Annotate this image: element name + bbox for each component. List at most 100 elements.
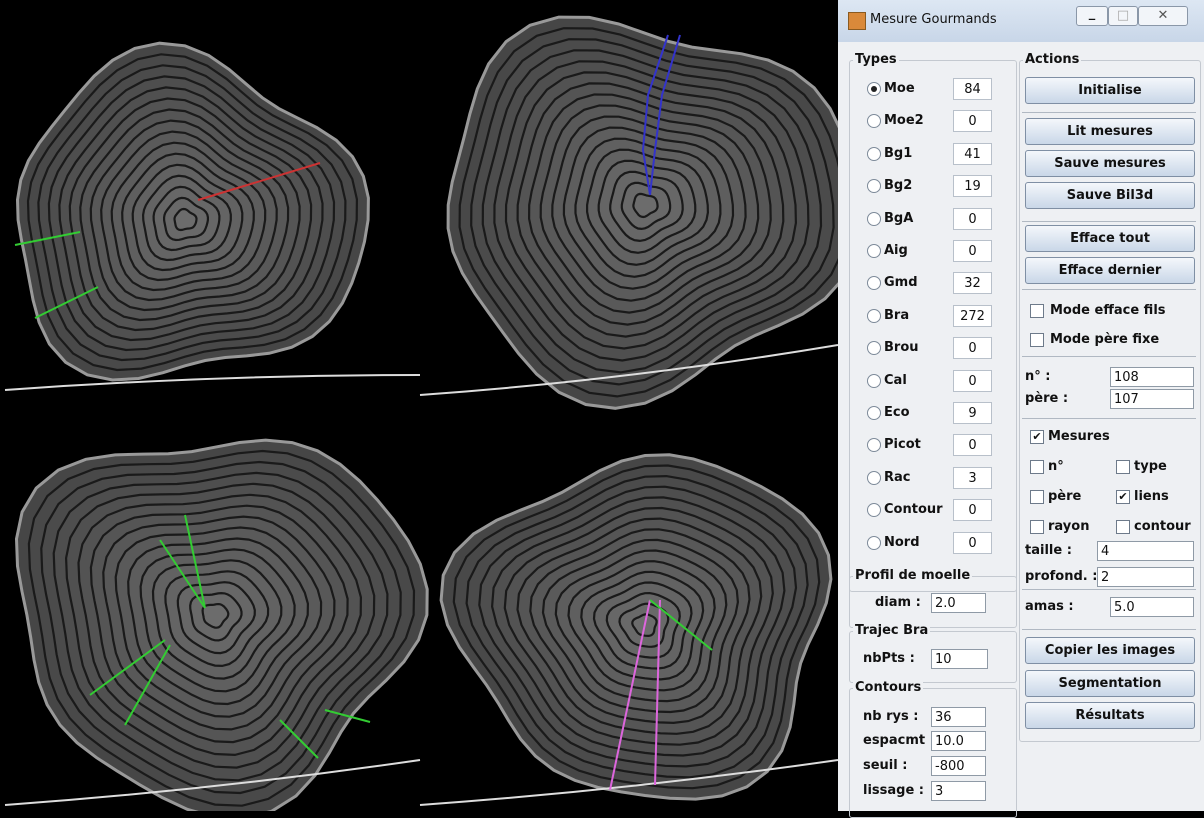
radio[interactable] xyxy=(867,82,881,96)
radio[interactable] xyxy=(867,146,881,161)
button[interactable]: Copier les images xyxy=(1025,637,1195,664)
measure-line xyxy=(159,539,206,609)
field-input[interactable]: 2.0 xyxy=(931,593,986,613)
type-count: 0 xyxy=(953,207,992,230)
type-name: Bg1 xyxy=(884,145,913,161)
field-label: profond. : xyxy=(1025,569,1098,584)
field-label: taille : xyxy=(1025,543,1072,558)
button[interactable]: Initialise xyxy=(1025,77,1195,104)
type-count: 32 xyxy=(953,272,992,295)
radio[interactable] xyxy=(867,179,881,194)
check-label: Mesures xyxy=(1048,429,1110,444)
field-input[interactable]: 2 xyxy=(1097,567,1194,587)
measure-line xyxy=(197,162,321,201)
checkbox[interactable]: ✔ xyxy=(1030,430,1044,444)
checkbox[interactable] xyxy=(1030,460,1044,474)
measure-line xyxy=(649,599,713,651)
app-icon xyxy=(848,12,866,30)
maximize[interactable]: □ xyxy=(1108,6,1138,26)
check-label: rayon xyxy=(1048,519,1090,534)
field-input[interactable]: 10 xyxy=(931,649,988,669)
radio[interactable] xyxy=(867,470,881,485)
radio[interactable] xyxy=(867,503,881,518)
radio[interactable] xyxy=(867,406,881,420)
radio[interactable] xyxy=(867,211,881,226)
radio[interactable] xyxy=(867,308,881,323)
field-input[interactable]: 3 xyxy=(931,781,986,801)
field-label: n° : xyxy=(1025,369,1051,384)
measure-line xyxy=(324,709,371,723)
type-name: Moe xyxy=(884,81,915,96)
button[interactable]: Segmentation xyxy=(1025,670,1195,697)
measure-line xyxy=(609,599,651,791)
close[interactable]: ✕ xyxy=(1138,6,1188,26)
type-name: Contour xyxy=(884,502,943,518)
check-label: n° xyxy=(1048,459,1064,474)
actions-box xyxy=(1019,60,1201,742)
check-label: Mode père fixe xyxy=(1050,332,1160,347)
checkbox[interactable] xyxy=(1030,304,1044,318)
growth-ring xyxy=(173,207,198,232)
types-box xyxy=(849,60,1017,592)
radio[interactable] xyxy=(867,438,881,453)
type-count: 41 xyxy=(953,142,992,165)
measure-line xyxy=(649,34,681,196)
field-label: espacmt : xyxy=(863,733,935,748)
check-label: contour xyxy=(1134,519,1191,534)
radio[interactable] xyxy=(867,244,881,258)
radio[interactable] xyxy=(867,535,881,550)
contours-title: Contours xyxy=(853,680,924,695)
growth-ring xyxy=(201,602,230,629)
support-arc xyxy=(4,759,421,806)
radio[interactable] xyxy=(867,373,881,388)
type-count: 3 xyxy=(953,466,992,489)
field-input[interactable]: -800 xyxy=(931,756,986,776)
separator xyxy=(1022,589,1196,590)
actions-title: Actions xyxy=(1023,52,1082,67)
checkbox[interactable] xyxy=(1116,460,1130,474)
type-count: 0 xyxy=(953,240,992,262)
measure-line xyxy=(641,34,669,196)
measure-line xyxy=(34,286,99,319)
radio[interactable] xyxy=(867,341,881,356)
type-name: Rac xyxy=(884,469,911,485)
type-count: 9 xyxy=(953,402,992,424)
type-count: 0 xyxy=(953,369,992,392)
button[interactable]: Résultats xyxy=(1025,702,1195,729)
type-name: Bra xyxy=(884,307,910,323)
support-arc xyxy=(419,344,838,396)
field-input[interactable]: 5.0 xyxy=(1110,597,1194,617)
button[interactable]: Sauve Bil3d xyxy=(1025,182,1195,209)
checkbox[interactable] xyxy=(1030,490,1044,504)
radio[interactable] xyxy=(867,276,881,291)
image-view xyxy=(4,15,838,811)
button[interactable]: Lit mesures xyxy=(1025,118,1195,145)
type-name: Aig xyxy=(884,243,908,258)
field-label: père : xyxy=(1025,391,1069,406)
checkbox[interactable] xyxy=(1116,520,1130,534)
radio[interactable] xyxy=(867,114,881,129)
type-name: Moe2 xyxy=(884,113,924,129)
button[interactable]: Sauve mesures xyxy=(1025,150,1195,177)
field-label: nbPts : xyxy=(863,651,915,666)
checkbox[interactable] xyxy=(1030,520,1044,534)
field-input[interactable]: 108 xyxy=(1110,367,1194,387)
field-input[interactable]: 36 xyxy=(931,707,986,727)
growth-ring xyxy=(632,192,659,219)
field-label: diam : xyxy=(875,595,921,610)
trajec-title: Trajec Bra xyxy=(853,623,931,638)
button[interactable]: Efface dernier xyxy=(1025,257,1195,284)
field-input[interactable]: 10.0 xyxy=(931,731,986,751)
field-input[interactable]: 4 xyxy=(1097,541,1194,561)
separator xyxy=(1022,112,1196,113)
field-input[interactable]: 107 xyxy=(1110,389,1194,409)
type-name: Brou xyxy=(884,340,919,356)
button[interactable]: Efface tout xyxy=(1025,225,1195,252)
separator xyxy=(1022,629,1196,630)
minimize[interactable]: _ xyxy=(1076,6,1108,26)
field-label: nb rys : xyxy=(863,709,919,724)
type-count: 19 xyxy=(953,175,992,198)
checkbox[interactable]: ✔ xyxy=(1116,490,1130,504)
checkbox[interactable] xyxy=(1030,333,1044,347)
measure-line xyxy=(279,719,319,759)
